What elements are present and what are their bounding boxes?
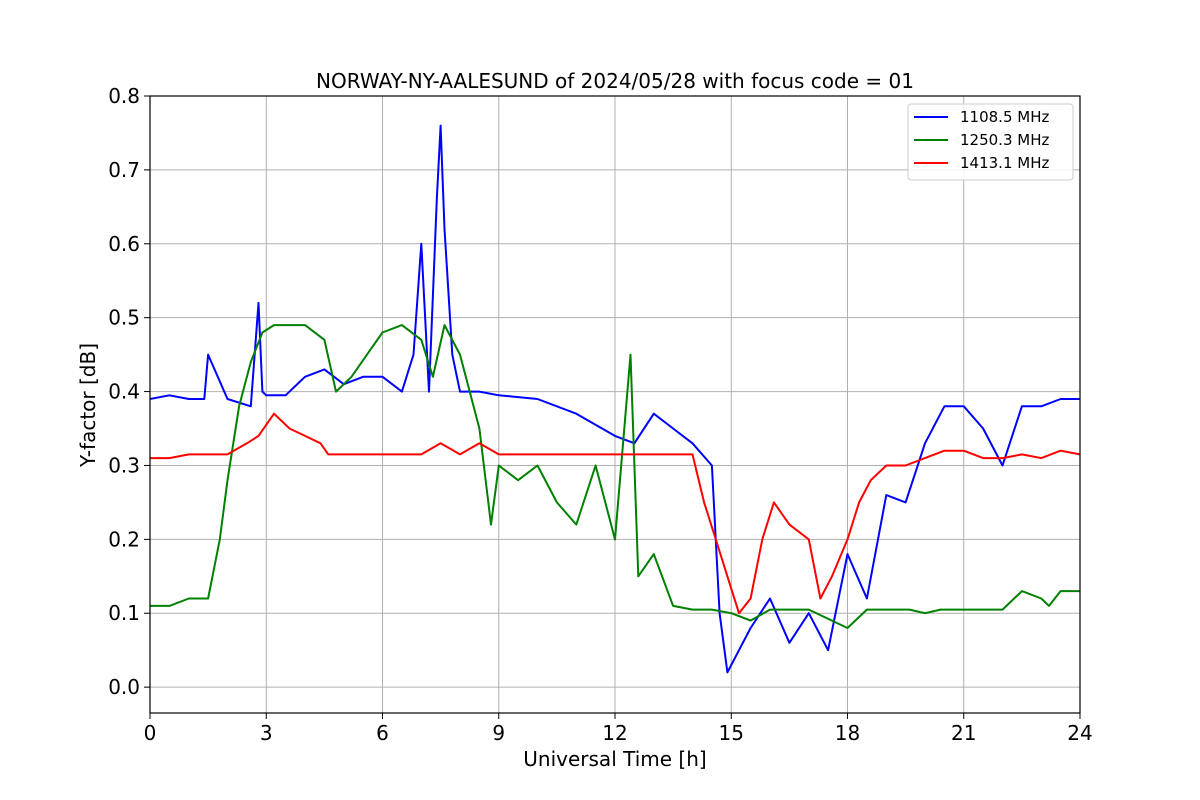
series-line-3 (150, 412, 1081, 615)
y-axis-label: Y-factor [dB] (76, 343, 100, 468)
tick-layer: 0 3 6 9 12 15 18 21 24 0.0 0.1 0.2 0.3 0.4 0.5 0.6 0.7 0.… (108, 84, 1093, 745)
y-tick-label: 0.3 (108, 453, 140, 477)
y-tick-label: 0.4 (108, 380, 140, 404)
x-tick-label: 18 (835, 721, 860, 745)
legend-box (907, 103, 1074, 181)
y-tick-label: 0.6 (108, 232, 140, 256)
y-tick-label: 0.2 (108, 527, 140, 551)
series-line-2 (150, 324, 1080, 629)
x-tick-label: 21 (951, 721, 976, 745)
x-tick-label: 6 (376, 721, 389, 745)
y-tick-label: 0.7 (108, 158, 140, 182)
y-tick-label: 0.1 (108, 601, 140, 625)
series-line-1 (149, 124, 1080, 674)
legend: 1108.5 MHz 1250.3 MHz 1413.1 MHz (907, 103, 1074, 181)
x-tick-label: 0 (144, 721, 157, 745)
x-tick-label: 3 (260, 721, 273, 745)
legend-label-2: 1250.3 MHz (960, 131, 1049, 149)
legend-label-3: 1413.1 MHz (960, 154, 1049, 172)
y-tick-label: 0.8 (108, 84, 140, 108)
x-tick-label: 24 (1067, 721, 1092, 745)
y-tick-label: 0.0 (108, 675, 140, 699)
x-axis-label: Universal Time [h] (523, 747, 706, 771)
y-tick-label: 0.5 (108, 306, 140, 330)
x-tick-label: 12 (602, 721, 627, 745)
chart-title: NORWAY-NY-AALESUND of 2024/05/28 with fo… (316, 69, 914, 93)
legend-label-1: 1108.5 MHz (960, 108, 1049, 126)
x-tick-label: 15 (719, 721, 744, 745)
x-tick-label: 9 (492, 721, 505, 745)
series-layer (149, 124, 1081, 674)
